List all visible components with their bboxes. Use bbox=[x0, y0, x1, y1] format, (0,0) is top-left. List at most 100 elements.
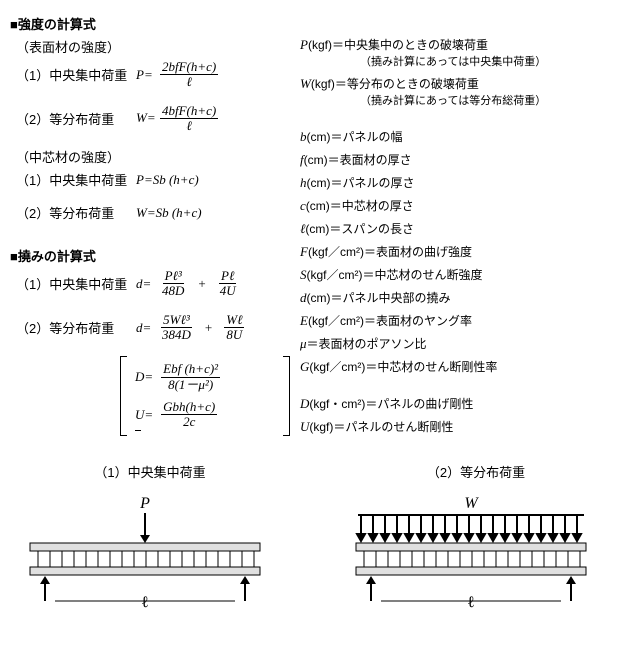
def-text: (kgf／cm²)＝中芯材のせん断強度 bbox=[307, 268, 483, 282]
symbol: d= bbox=[136, 276, 160, 292]
svg-text:W: W bbox=[464, 495, 479, 512]
denominator: ℓ bbox=[184, 75, 193, 89]
def-text: (kgf／cm²)＝表面材の曲げ強度 bbox=[308, 245, 472, 259]
beam-2: （2）等分布荷重 W ℓ bbox=[346, 462, 606, 613]
def-note: （撓み計算にあっては等分布総荷重） bbox=[360, 92, 616, 108]
beam-title: （2）等分布荷重 bbox=[346, 462, 606, 481]
core-row-1: （1）中央集中荷重 P=Sb (h+c) bbox=[16, 170, 290, 189]
beam-title: （1）中央集中荷重 bbox=[20, 462, 280, 481]
def-W: W(kgf)＝等分布のときの破壊荷重 （撓み計算にあっては等分布総荷重） bbox=[300, 75, 616, 108]
plus-sign: + bbox=[194, 276, 209, 292]
beam-diagrams: （1）中央集中荷重 P ℓ （2）等分布荷重 W bbox=[10, 462, 616, 613]
def-symbol: P bbox=[300, 37, 308, 52]
strength-title: ■強度の計算式 bbox=[10, 14, 290, 33]
numerator: Pℓ³ bbox=[163, 269, 184, 284]
def-symbol: U bbox=[300, 419, 309, 434]
def-note: （撓み計算にあっては中央集中荷重） bbox=[360, 53, 616, 69]
plus-sign: + bbox=[201, 320, 216, 336]
def-S: S(kgf／cm²)＝中芯材のせん断強度 bbox=[300, 266, 616, 283]
distributed-load-diagram-icon: W ℓ bbox=[346, 493, 596, 613]
numerator: Pℓ bbox=[219, 269, 236, 284]
sum: Pℓ³ 48D + Pℓ 4U bbox=[160, 269, 238, 299]
right-column: P(kgf)＝中央集中のときの破壊荷重 （撓み計算にあっては中央集中荷重） W(… bbox=[300, 10, 616, 444]
def-U: U(kgf)＝パネルのせん断剛性 bbox=[300, 418, 616, 435]
def-text: (cm)＝パネル中央部の撓み bbox=[307, 291, 451, 305]
denominator: 384D bbox=[160, 328, 193, 342]
label: （2）等分布荷重 bbox=[16, 203, 136, 222]
denominator: 48D bbox=[160, 284, 186, 298]
def-mu: μ＝表面材のポアソン比 bbox=[300, 335, 616, 352]
symbol: D= bbox=[135, 369, 153, 385]
def-c: c(cm)＝中芯材の厚さ bbox=[300, 197, 616, 214]
def-text: (kgf)＝パネルのせん断剛性 bbox=[309, 420, 453, 434]
def-symbol: G bbox=[300, 359, 309, 374]
expression: W=Sb (h+c) bbox=[136, 205, 202, 221]
def-symbol: E bbox=[300, 313, 308, 328]
svg-text:ℓ: ℓ bbox=[142, 594, 149, 611]
def-text: (kgf)＝中央集中のときの破壊荷重 bbox=[308, 38, 488, 52]
point-load-diagram-icon: P ℓ bbox=[20, 493, 270, 613]
def-text: ＝表面材のポアソン比 bbox=[307, 337, 427, 351]
deflection-row-1: （1）中央集中荷重 d= Pℓ³ 48D + Pℓ 4U bbox=[16, 269, 290, 299]
def-f: f(cm)＝表面材の厚さ bbox=[300, 151, 616, 168]
denominator: 8U bbox=[224, 328, 244, 342]
core-title: （中芯材の強度） bbox=[16, 147, 290, 166]
def-d: d(cm)＝パネル中央部の撓み bbox=[300, 289, 616, 306]
def-E: E(kgf／cm²)＝表面材のヤング率 bbox=[300, 312, 616, 329]
label: （2）等分布荷重 bbox=[16, 318, 136, 337]
core-row-2: （2）等分布荷重 W=Sb (h+c) bbox=[16, 203, 290, 222]
aux-formula-box: D= Ebf (h+c)² 8(1－μ²) U= Gbh(h+c) 2c bbox=[120, 356, 290, 435]
def-l: ℓ(cm)＝スパンの長さ bbox=[300, 220, 616, 237]
numerator: 4bfF(h+c) bbox=[160, 104, 218, 119]
surface-row-1: （1）中央集中荷重 P= 2bfF(h+c) ℓ bbox=[16, 60, 290, 90]
denominator: ℓ bbox=[184, 119, 193, 133]
beam-1: （1）中央集中荷重 P ℓ bbox=[20, 462, 280, 613]
fraction: 2bfF(h+c) ℓ bbox=[160, 60, 218, 90]
def-b: b(cm)＝パネルの幅 bbox=[300, 128, 616, 145]
svg-text:P: P bbox=[139, 495, 150, 512]
symbol: P= bbox=[136, 67, 160, 83]
def-text: (cm)＝中芯材の厚さ bbox=[306, 199, 414, 213]
sum: 5Wℓ³ 384D + Wℓ 8U bbox=[160, 313, 244, 343]
def-text: (cm)＝スパンの長さ bbox=[305, 222, 414, 236]
def-text: (cm)＝表面材の厚さ bbox=[304, 153, 412, 167]
def-symbol: F bbox=[300, 244, 308, 259]
label: （1）中央集中荷重 bbox=[16, 274, 136, 293]
def-symbol: D bbox=[300, 396, 309, 411]
symbol: d= bbox=[136, 320, 160, 336]
def-text: (cm)＝パネルの厚さ bbox=[307, 176, 415, 190]
def-F: F(kgf／cm²)＝表面材の曲げ強度 bbox=[300, 243, 616, 260]
main-content: ■強度の計算式 （表面材の強度） （1）中央集中荷重 P= 2bfF(h+c) … bbox=[10, 10, 616, 444]
left-column: ■強度の計算式 （表面材の強度） （1）中央集中荷重 P= 2bfF(h+c) … bbox=[10, 10, 290, 444]
denominator: 8(1－μ²) bbox=[166, 378, 215, 392]
def-text: (kgf／cm²)＝中芯材のせん断剛性率 bbox=[309, 360, 497, 374]
numerator: Wℓ bbox=[224, 313, 244, 328]
denominator: 4U bbox=[218, 284, 238, 298]
def-G: G(kgf／cm²)＝中芯材のせん断剛性率 bbox=[300, 358, 616, 375]
def-symbol: W bbox=[300, 76, 311, 91]
def-text: (cm)＝パネルの幅 bbox=[307, 130, 403, 144]
expression: P=Sb (h+c) bbox=[136, 172, 199, 188]
denominator: 2c bbox=[181, 415, 197, 429]
fraction: 4bfF(h+c) ℓ bbox=[160, 104, 218, 134]
def-D: D(kgf・cm²)＝パネルの曲げ剛性 bbox=[300, 395, 616, 412]
symbol: W= bbox=[136, 110, 160, 126]
deflection-title: ■撓みの計算式 bbox=[10, 246, 290, 265]
deflection-row-2: （2）等分布荷重 d= 5Wℓ³ 384D + Wℓ 8U bbox=[16, 313, 290, 343]
def-P: P(kgf)＝中央集中のときの破壊荷重 （撓み計算にあっては中央集中荷重） bbox=[300, 36, 616, 69]
def-text: (kgf・cm²)＝パネルの曲げ剛性 bbox=[309, 397, 473, 411]
label: （1）中央集中荷重 bbox=[16, 170, 136, 189]
label: （1）中央集中荷重 bbox=[16, 65, 136, 84]
numerator: Ebf (h+c)² bbox=[161, 362, 220, 377]
def-text: (kgf)＝等分布のときの破壊荷重 bbox=[311, 77, 479, 91]
def-text: (kgf／cm²)＝表面材のヤング率 bbox=[308, 314, 472, 328]
surface-title: （表面材の強度） bbox=[16, 37, 290, 56]
symbol: U= bbox=[135, 407, 153, 423]
svg-text:ℓ: ℓ bbox=[468, 594, 475, 611]
numerator: 5Wℓ³ bbox=[161, 313, 192, 328]
numerator: Gbh(h+c) bbox=[161, 400, 217, 415]
surface-row-2: （2）等分布荷重 W= 4bfF(h+c) ℓ bbox=[16, 104, 290, 134]
label: （2）等分布荷重 bbox=[16, 109, 136, 128]
numerator: 2bfF(h+c) bbox=[160, 60, 218, 75]
def-h: h(cm)＝パネルの厚さ bbox=[300, 174, 616, 191]
